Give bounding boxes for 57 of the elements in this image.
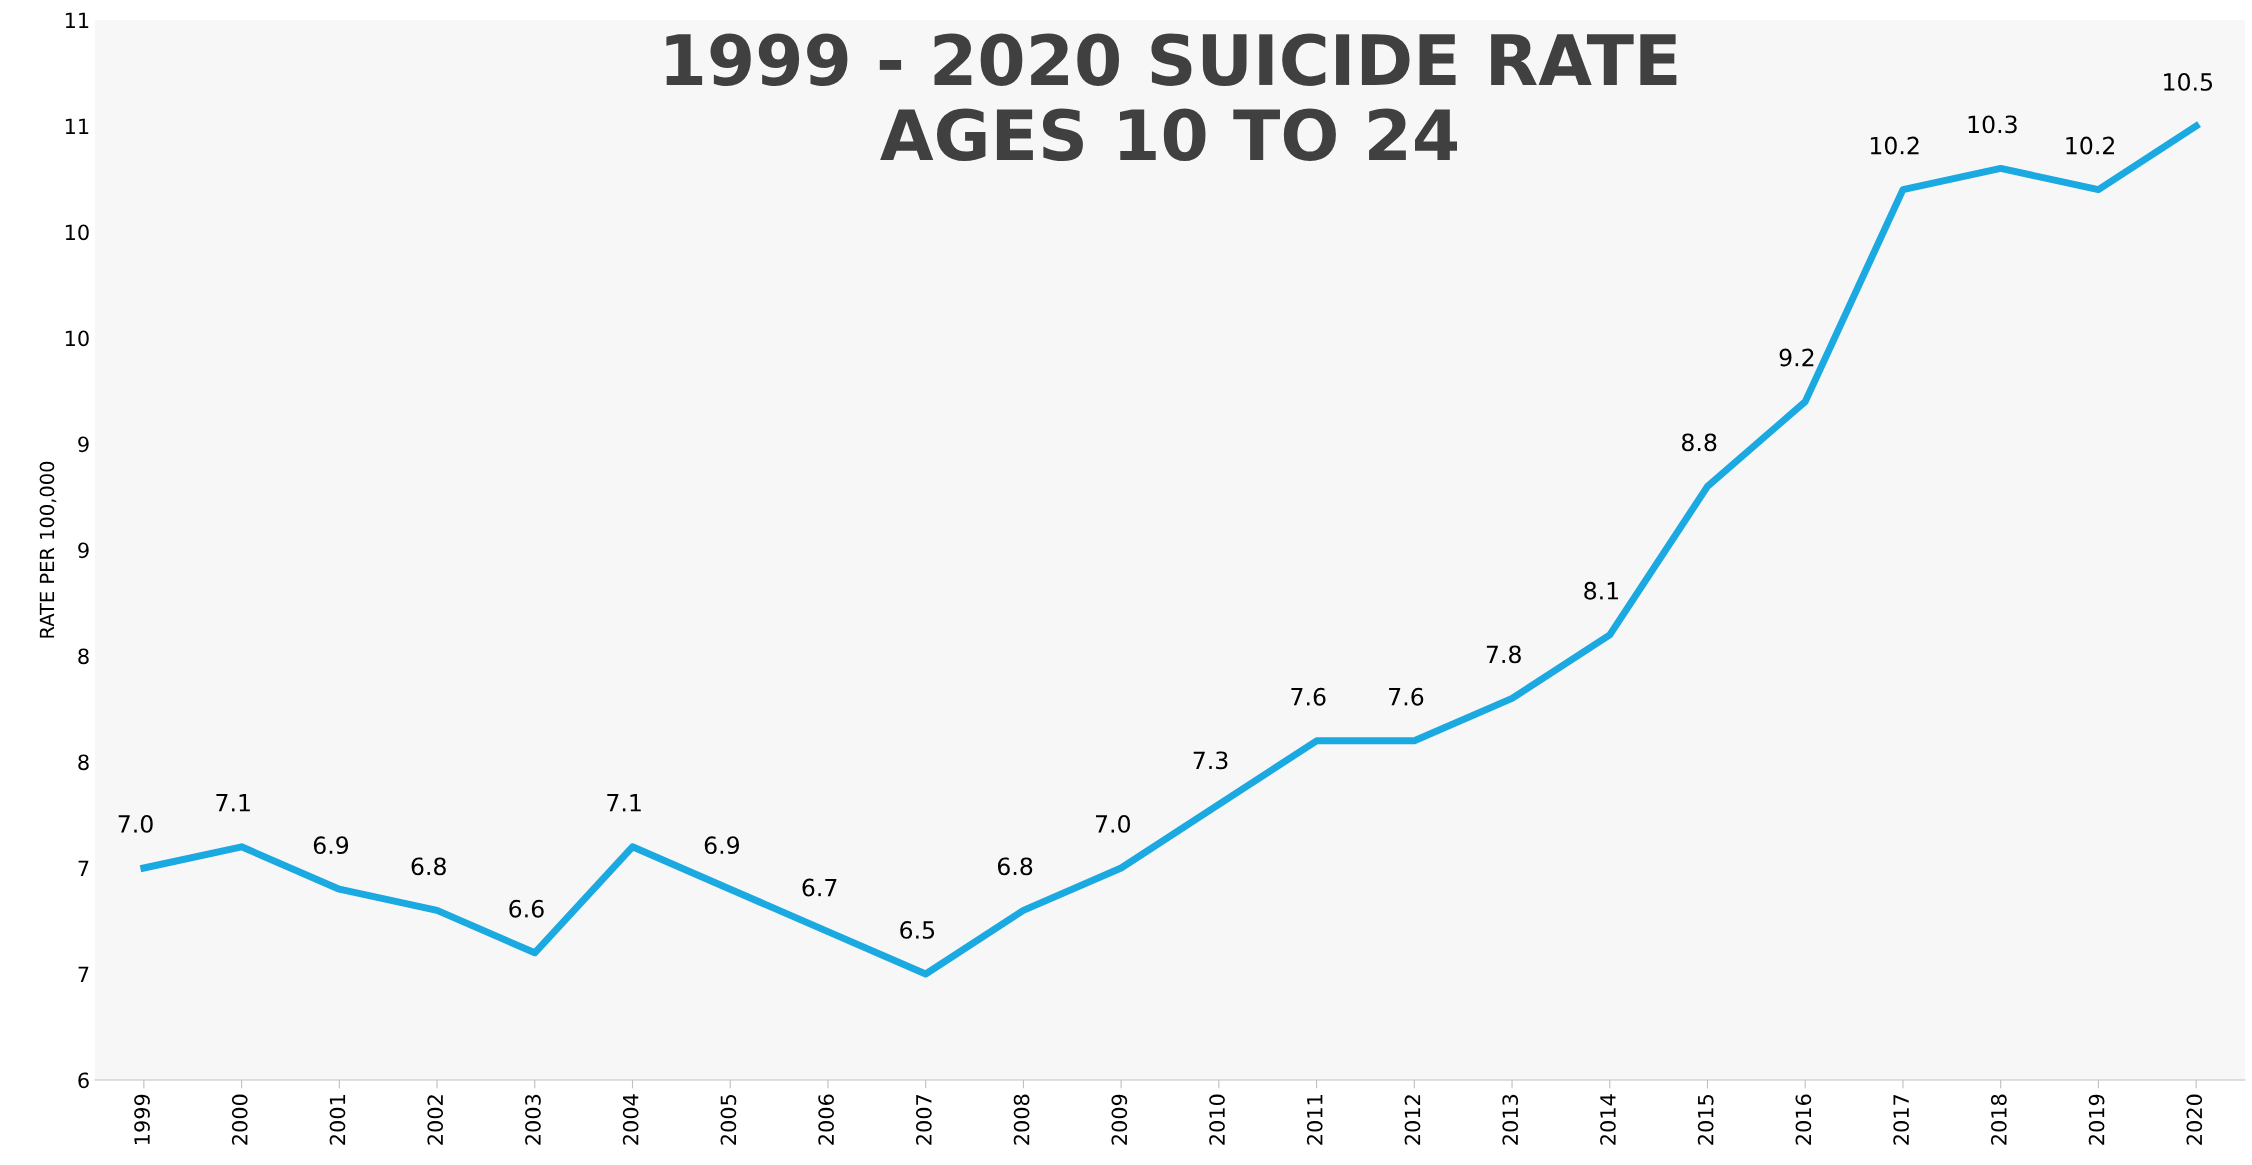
x-tick-label: 2012 — [1404, 1095, 1421, 1145]
data-label: 10.2 — [1870, 136, 1919, 155]
x-tick-label: 2008 — [1013, 1094, 1030, 1145]
data-label: 7.0 — [1095, 815, 1131, 833]
y-axis-title: RATE PER 100,000 — [39, 461, 57, 638]
x-tick-label: 2020 — [2186, 1094, 2203, 1145]
x-tick-label: 2013 — [1502, 1094, 1519, 1145]
data-label: 7.8 — [1486, 645, 1521, 664]
y-tick-label: 9 — [78, 436, 89, 453]
text: 1999 - 2020 SUICIDE RATE AGES 10 TO 24 — [666, 33, 1677, 162]
data-label: 6.9 — [313, 836, 349, 855]
x-tick-label: 1999 — [134, 1094, 150, 1144]
x-tick-label: 2005 — [720, 1095, 737, 1145]
y-tick-label: 8 — [78, 754, 89, 771]
data-label: 7.1 — [216, 794, 250, 812]
data-label: 7.1 — [607, 794, 641, 812]
x-tick-label: 2009 — [1111, 1094, 1128, 1145]
x-tick-label: 2000 — [231, 1094, 248, 1145]
x-tick-label: 2004 — [622, 1094, 639, 1145]
data-label: 6.8 — [997, 857, 1033, 876]
x-tick-label: 2015 — [1697, 1095, 1714, 1145]
data-label: 6.9 — [704, 836, 740, 855]
x-tick-label: 2010 — [1209, 1094, 1225, 1145]
data-label: 10.5 — [2164, 73, 2213, 91]
x-tick-label: 2001 — [329, 1095, 346, 1145]
data-label: 6.5 — [900, 921, 935, 939]
data-label: 7.3 — [1193, 751, 1228, 770]
x-tick-label: 2002 — [427, 1095, 444, 1145]
data-label: 7.0 — [118, 815, 153, 833]
y-tick-label: 11 — [65, 12, 89, 28]
data-label: 6.7 — [802, 878, 837, 897]
x-tick-label: 2003 — [525, 1094, 541, 1145]
y-tick-label: 6 — [78, 1072, 89, 1089]
y-tick-label: 10 — [65, 224, 89, 241]
x-tick-label: 2014 — [1600, 1094, 1616, 1145]
data-label: 10.2 — [2066, 136, 2114, 155]
y-tick-label: 8 — [78, 648, 89, 665]
x-tick-label: 2007 — [915, 1094, 932, 1145]
y-tick-label: 7 — [78, 966, 89, 982]
y-tick-label: 9 — [78, 542, 89, 559]
data-label: 9.2 — [1779, 348, 1814, 367]
data-label: 6.6 — [509, 899, 544, 918]
y-tick-label: 10 — [65, 330, 89, 347]
data-label: 7.6 — [1291, 687, 1326, 706]
x-tick-label: 2016 — [1795, 1094, 1812, 1145]
data-label: 7.6 — [1389, 687, 1424, 706]
y-tick-label: 7 — [78, 860, 89, 876]
data-label: 8.8 — [1681, 433, 1717, 452]
x-tick-label: 2017 — [1893, 1094, 1909, 1145]
data-label: 8.1 — [1584, 581, 1619, 600]
y-tick-label: 11 — [65, 118, 89, 134]
data-label: 6.8 — [411, 857, 446, 876]
data-label: 10.3 — [1968, 115, 2017, 134]
x-tick-label: 2011 — [1306, 1095, 1323, 1145]
x-tick-label: 2018 — [1990, 1094, 2007, 1145]
x-tick-label: 2006 — [818, 1094, 834, 1145]
x-tick-label: 2019 — [2088, 1094, 2105, 1145]
